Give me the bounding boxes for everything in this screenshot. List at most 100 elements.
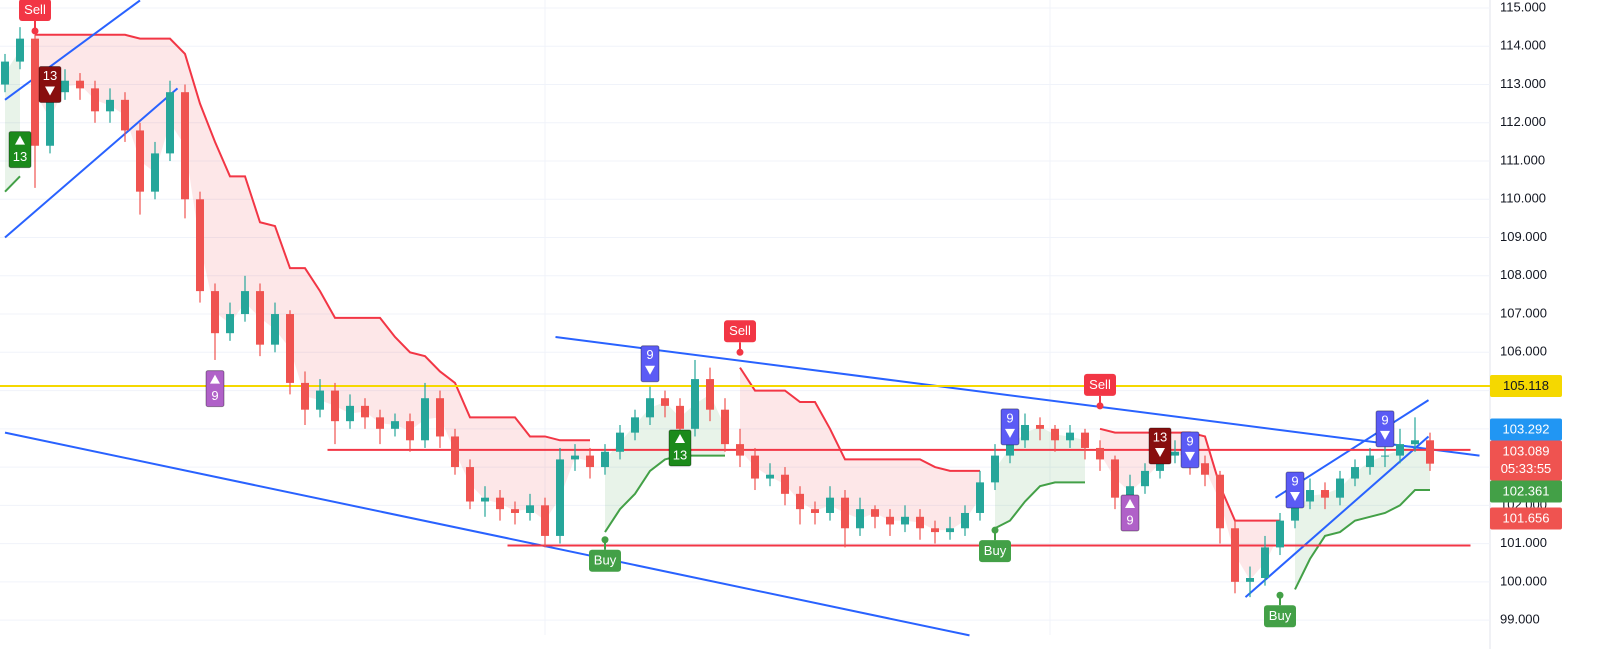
- signal-marker: Buy: [979, 526, 1011, 563]
- candle-body: [991, 455, 999, 483]
- y-tick-label: 115.000: [1500, 0, 1546, 14]
- candle-body: [661, 398, 669, 406]
- count-arrow: [1155, 448, 1165, 458]
- signal-marker: Sell: [19, 0, 51, 35]
- count-text: 9: [211, 388, 218, 403]
- y-tick-label: 106.000: [1500, 344, 1547, 359]
- marker-text: Sell: [729, 323, 751, 338]
- drawn-line: [4, 87, 179, 239]
- candle-body: [676, 405, 684, 429]
- y-tick-label: 101.000: [1500, 535, 1547, 550]
- candle-body: [1111, 459, 1119, 498]
- count-arrow: [1290, 492, 1300, 502]
- price-label: 105.118: [1490, 375, 1562, 398]
- y-tick-label: 114.000: [1500, 38, 1546, 53]
- count-text: 13: [1153, 429, 1167, 444]
- candle-body: [1246, 578, 1254, 582]
- candle-body: [1006, 440, 1014, 456]
- price-label-box: [1490, 440, 1562, 481]
- signal-marker: Buy: [589, 536, 621, 572]
- count-arrow: [1380, 430, 1390, 440]
- marker-box: [979, 540, 1011, 563]
- candle-body: [571, 455, 579, 460]
- candle-body: [181, 92, 189, 200]
- price-label-text: 105.118: [1503, 378, 1549, 393]
- candle-body: [211, 291, 219, 334]
- drawn-line: [555, 336, 1480, 457]
- signal-marker: 9: [1285, 471, 1305, 509]
- trend-band-fill: [1295, 442, 1430, 590]
- candle-body: [151, 153, 159, 192]
- candle-body: [601, 451, 609, 468]
- count-box: [205, 370, 225, 408]
- candle-body: [1351, 467, 1359, 479]
- candle-body: [1051, 428, 1059, 441]
- candle-body: [391, 421, 399, 429]
- marker-dot: [601, 536, 609, 544]
- count-text: 9: [1381, 412, 1388, 427]
- candle-body: [1306, 490, 1314, 502]
- signal-marker: 9: [1180, 431, 1200, 469]
- count-box: [1148, 427, 1172, 465]
- drawn-line: [4, 431, 970, 637]
- candle-body: [946, 528, 954, 533]
- candle-body: [646, 398, 654, 418]
- count-text: 9: [1126, 512, 1133, 527]
- marker-box: [1084, 373, 1116, 396]
- signal-marker: Buy: [1264, 591, 1296, 628]
- candle-body: [316, 390, 324, 410]
- marker-text: Sell: [24, 2, 46, 17]
- y-tick-label: 109.000: [1500, 229, 1547, 244]
- countdown-text: 05:33:55: [1501, 461, 1552, 476]
- trend-band-fill: [35, 34, 590, 521]
- candle-body: [1231, 528, 1239, 582]
- candle-body: [886, 516, 894, 525]
- candle-body: [271, 314, 279, 345]
- count-box: [1285, 471, 1305, 509]
- candle-body: [286, 314, 294, 383]
- y-tick-label: 111.000: [1500, 152, 1545, 167]
- count-box: [1120, 494, 1140, 532]
- candle-body: [1411, 440, 1419, 445]
- count-text: 9: [646, 347, 653, 362]
- candle-body: [16, 38, 24, 62]
- price-label: 103.089 05:33:55: [1490, 440, 1562, 481]
- candle-body: [796, 493, 804, 510]
- candle-body: [1381, 455, 1389, 457]
- marker-box: [724, 320, 756, 343]
- count-arrow: [1185, 451, 1195, 461]
- candle-body: [1396, 444, 1404, 456]
- marker-box: [19, 0, 51, 21]
- marker-text: Buy: [594, 553, 617, 568]
- candle-body: [1321, 490, 1329, 498]
- price-label-box: [1490, 480, 1562, 503]
- candle-body: [541, 505, 549, 536]
- candle-body: [766, 474, 774, 479]
- candle-body: [1066, 432, 1074, 441]
- count-box: [640, 345, 660, 383]
- price-label-box: [1490, 507, 1562, 530]
- candle-body: [736, 444, 744, 456]
- candle-body: [961, 512, 969, 529]
- candle-body: [1036, 424, 1044, 429]
- candle-body: [976, 482, 984, 513]
- price-label-text: 102.361: [1503, 483, 1550, 498]
- price-label-text: 103.089: [1503, 443, 1550, 458]
- candle-body: [61, 80, 69, 93]
- candle-body: [136, 130, 144, 192]
- candle-body: [856, 509, 864, 529]
- candle-body: [1336, 478, 1344, 498]
- candle-body: [406, 421, 414, 441]
- count-box: [1180, 431, 1200, 469]
- marker-dot: [991, 526, 999, 534]
- marker-dot: [31, 27, 39, 35]
- candle-body: [481, 497, 489, 502]
- candle-body: [1171, 451, 1179, 456]
- candle-body: [691, 379, 699, 429]
- candle-body: [781, 474, 789, 494]
- count-arrow: [675, 433, 685, 443]
- y-tick-label: 110.000: [1500, 191, 1546, 206]
- y-tick-label: 107.000: [1500, 305, 1547, 320]
- count-arrow: [1125, 498, 1135, 508]
